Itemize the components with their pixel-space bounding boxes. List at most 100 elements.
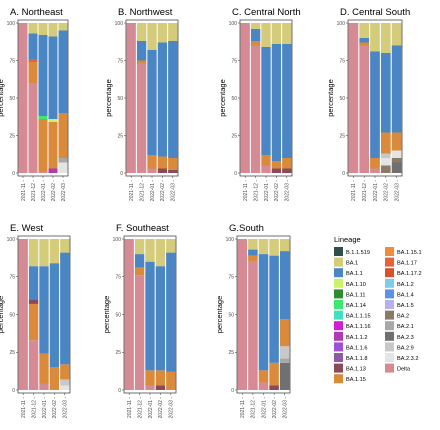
x-tick-label: 2022-02 - bbox=[158, 397, 164, 419]
bar-segment bbox=[359, 38, 370, 43]
bar-segment bbox=[370, 168, 380, 173]
y-tick-label: 0 bbox=[12, 388, 15, 394]
bar-segment bbox=[166, 371, 176, 390]
x-tick-label: 2021-12 - bbox=[251, 397, 257, 419]
legend-label: BA.1.10 bbox=[346, 282, 366, 288]
bar-segment bbox=[380, 153, 391, 158]
legend-label: BA.1.1.6 bbox=[346, 345, 367, 351]
bar-segment bbox=[39, 383, 49, 390]
x-tick-label: 2022-01 - bbox=[264, 180, 270, 202]
bar-segment bbox=[166, 239, 176, 253]
bar-segment bbox=[269, 239, 279, 256]
y-tick-label: 50 bbox=[339, 96, 345, 102]
x-tick-label: 2022-02 - bbox=[160, 180, 166, 202]
y-tick-label: 25 bbox=[9, 133, 15, 139]
bar-segment bbox=[359, 42, 370, 46]
bar-segment bbox=[28, 59, 38, 62]
y-tick-label: 50 bbox=[231, 96, 237, 102]
bar-segment bbox=[60, 385, 70, 390]
legend-swatch bbox=[334, 268, 343, 278]
bar-segment bbox=[359, 45, 370, 173]
x-tick-label: 2022-01 - bbox=[373, 180, 379, 202]
legend-swatch bbox=[385, 321, 394, 331]
bar-segment bbox=[370, 51, 380, 158]
bar-segment bbox=[134, 275, 145, 390]
y-tick-label: 50 bbox=[115, 312, 121, 318]
bar-segment bbox=[49, 367, 60, 390]
x-tick-label: 2021-12 - bbox=[362, 180, 368, 202]
bar-segment bbox=[145, 261, 155, 371]
bar-segment bbox=[60, 239, 70, 253]
legend-swatch bbox=[334, 374, 343, 384]
legend-label: BA.1.1.8 bbox=[346, 356, 367, 362]
legend-label: BA.1.15 bbox=[346, 377, 366, 383]
bar-segment bbox=[250, 23, 261, 29]
bar-segment bbox=[279, 239, 290, 252]
y-tick-label: 0 bbox=[12, 171, 15, 177]
bar-segment bbox=[271, 23, 282, 44]
bar-segment bbox=[147, 155, 157, 169]
y-tick-label: 75 bbox=[115, 275, 121, 281]
bar-segment bbox=[279, 346, 290, 359]
y-tick-label: 75 bbox=[9, 58, 15, 64]
bar-segment bbox=[380, 53, 391, 133]
legend-label: BA.1.2 bbox=[397, 282, 414, 288]
bar-segment bbox=[279, 319, 290, 347]
y-tick-label: 75 bbox=[231, 58, 237, 64]
x-tick-label: 2021-11 - bbox=[351, 180, 357, 201]
bar-segment bbox=[147, 168, 157, 173]
bar-segment bbox=[38, 171, 48, 173]
legend-label: BA.1.4 bbox=[397, 292, 414, 298]
legend-label: BA.1.1 bbox=[346, 271, 363, 277]
panel-title: D. Central South bbox=[340, 7, 410, 18]
bar-segment bbox=[269, 362, 279, 386]
bar-segment bbox=[48, 119, 58, 122]
y-tick-label: 25 bbox=[9, 350, 15, 356]
y-tick-label: 75 bbox=[228, 275, 234, 281]
bar-segment bbox=[28, 33, 38, 59]
bar-segment bbox=[370, 158, 380, 169]
bar-segment bbox=[166, 252, 176, 372]
bar-segment bbox=[136, 41, 147, 61]
x-tick-label: 2022-01 - bbox=[42, 397, 48, 419]
y-tick-label: 0 bbox=[231, 388, 234, 394]
bar-segment bbox=[168, 170, 178, 173]
bar-segment bbox=[28, 340, 39, 390]
bar-segment bbox=[391, 158, 402, 163]
bar-segment bbox=[28, 303, 39, 341]
bar-segment bbox=[168, 23, 178, 41]
x-tick-label: 2022-03 - bbox=[169, 397, 175, 419]
bar-segment bbox=[126, 23, 136, 173]
legend-label: BA.1.17 bbox=[397, 261, 417, 267]
y-tick-label: 50 bbox=[228, 312, 234, 318]
bar-segment bbox=[60, 364, 70, 380]
y-tick-label: 100 bbox=[7, 21, 16, 27]
bar-segment bbox=[60, 379, 70, 386]
bar-segment bbox=[380, 158, 391, 166]
legend-label: Delta bbox=[397, 367, 411, 373]
bar-segment bbox=[28, 62, 38, 83]
legend-swatch bbox=[385, 331, 394, 341]
x-tick-label: 2022-02 - bbox=[272, 397, 278, 419]
bar-segment bbox=[282, 23, 292, 44]
bar-segment bbox=[157, 156, 168, 169]
legend-label: BA.1.1.15 bbox=[346, 314, 371, 320]
bar-segment bbox=[38, 35, 48, 116]
bar-segment bbox=[134, 239, 145, 255]
y-tick-label: 25 bbox=[231, 133, 237, 139]
x-tick-label: 2022-03 - bbox=[61, 180, 67, 202]
y-tick-label: 100 bbox=[337, 21, 346, 27]
legend-label: BA.1 bbox=[346, 261, 358, 267]
bar-segment bbox=[155, 370, 166, 386]
bar-segment bbox=[147, 23, 157, 50]
x-tick-label: 2021-12 - bbox=[137, 397, 143, 419]
legend-swatch bbox=[385, 247, 394, 256]
bar-segment bbox=[145, 239, 155, 262]
bar-segment bbox=[282, 158, 292, 169]
legend-label: BA.1.13 bbox=[346, 367, 366, 373]
legend-label: BA.1.15.1 bbox=[397, 250, 422, 256]
x-tick-label: 2021-12 - bbox=[253, 180, 259, 202]
legend-swatch bbox=[334, 310, 343, 320]
legend-swatch bbox=[385, 300, 394, 309]
x-tick-label: 2022-01 - bbox=[150, 180, 156, 202]
